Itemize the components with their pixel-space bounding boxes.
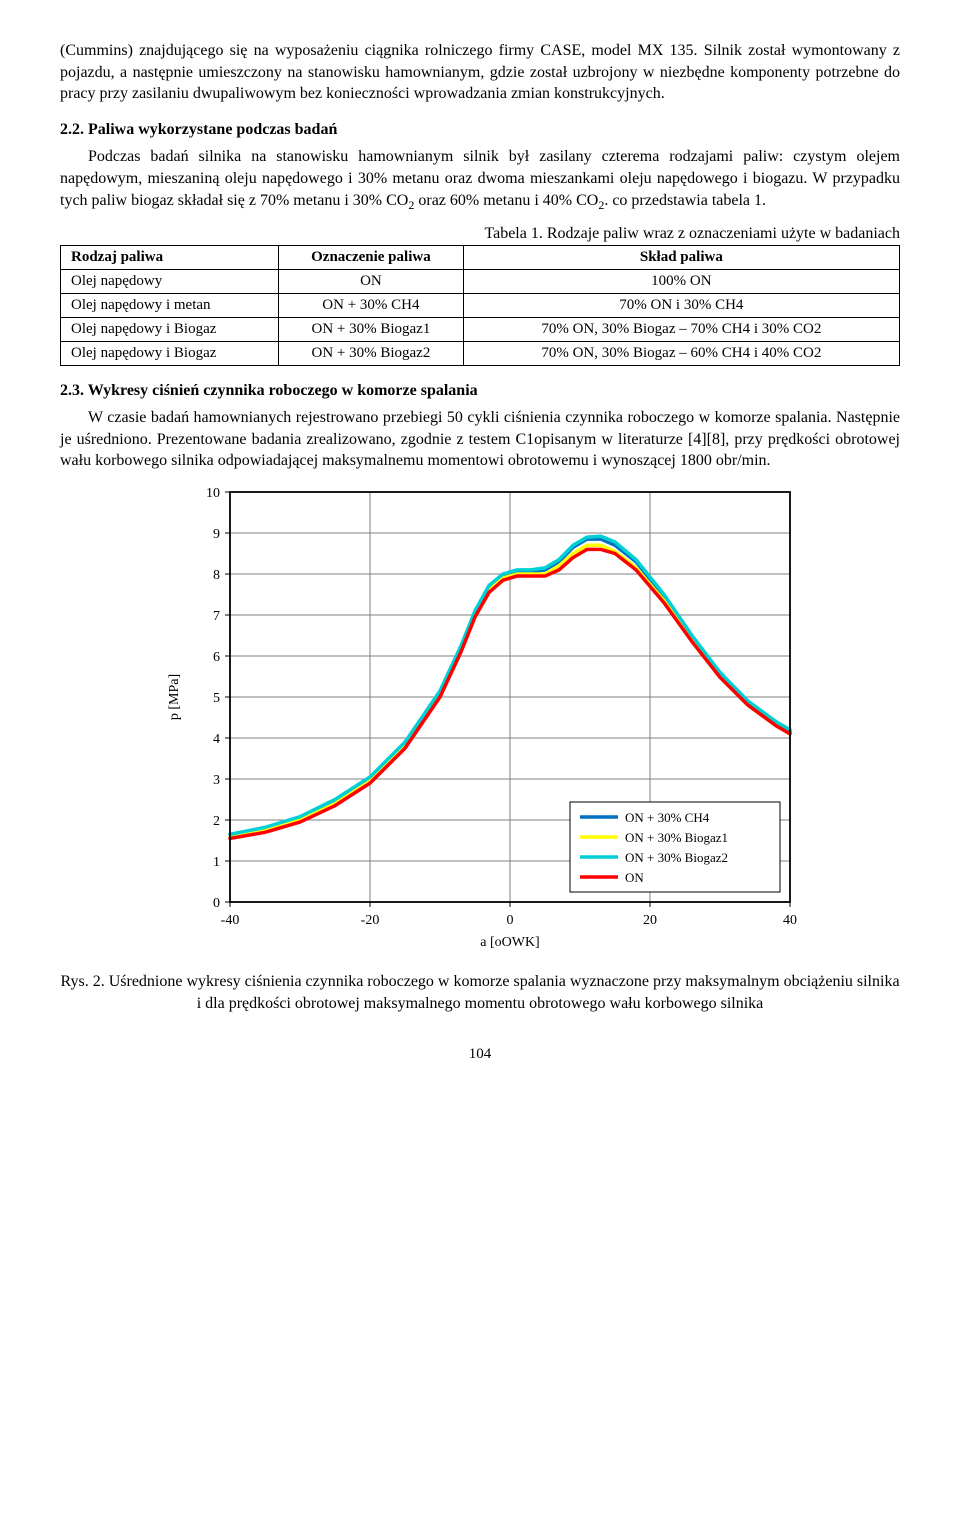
table-cell: Olej napędowy — [61, 269, 279, 293]
table-cell: ON + 30% CH4 — [279, 293, 464, 317]
table-row: Olej napędowyON100% ON — [61, 269, 900, 293]
th-1: Rodzaj paliwa — [61, 245, 279, 269]
svg-text:40: 40 — [783, 913, 797, 928]
table-cell: 70% ON, 30% Biogaz – 70% CH4 i 30% CO2 — [463, 317, 899, 341]
chart-svg: 0 1 2 3 4 5 6 7 8 9 10 -40 -20 0 20 40 a [oOWK] p [MPa] ON… — [160, 482, 800, 952]
table-row: Olej napędowy i BiogazON + 30% Biogaz170… — [61, 317, 900, 341]
paragraph-3: W czasie badań hamownianych rejestrowano… — [60, 407, 900, 472]
table-cell: ON + 30% Biogaz1 — [279, 317, 464, 341]
table-cell: Olej napędowy i metan — [61, 293, 279, 317]
section-2-3-title: 2.3. Wykresy ciśnień czynnika roboczego … — [60, 380, 900, 402]
svg-text:6: 6 — [213, 650, 220, 665]
th-3: Skład paliwa — [463, 245, 899, 269]
svg-text:ON + 30% Biogaz1: ON + 30% Biogaz1 — [625, 830, 728, 845]
table-cell: 100% ON — [463, 269, 899, 293]
svg-text:1: 1 — [213, 855, 220, 870]
table-cell: ON + 30% Biogaz2 — [279, 341, 464, 365]
table-header-row: Rodzaj paliwa Oznaczenie paliwa Skład pa… — [61, 245, 900, 269]
para-2c: . co przedstawia tabela 1. — [604, 192, 766, 209]
svg-text:a [oOWK]: a [oOWK] — [480, 935, 539, 950]
th-2: Oznaczenie paliwa — [279, 245, 464, 269]
svg-text:ON: ON — [625, 870, 644, 885]
svg-text:5: 5 — [213, 691, 220, 706]
table-cell: 70% ON i 30% CH4 — [463, 293, 899, 317]
svg-text:8: 8 — [213, 568, 220, 583]
svg-text:9: 9 — [213, 527, 220, 542]
page-number: 104 — [60, 1044, 900, 1064]
svg-text:p [MPa]: p [MPa] — [167, 674, 182, 720]
svg-text:3: 3 — [213, 773, 220, 788]
table-cell: 70% ON, 30% Biogaz – 60% CH4 i 40% CO2 — [463, 341, 899, 365]
paragraph-1: (Cummins) znajdującego się na wyposażeni… — [60, 40, 900, 105]
svg-text:0: 0 — [507, 913, 514, 928]
figure-caption: Rys. 2. Uśrednione wykresy ciśnienia czy… — [60, 971, 900, 1014]
table-cell: Olej napędowy i Biogaz — [61, 317, 279, 341]
table-row: Olej napędowy i metanON + 30% CH470% ON … — [61, 293, 900, 317]
para-2b: oraz 60% metanu i 40% CO — [414, 192, 598, 209]
svg-text:ON + 30% CH4: ON + 30% CH4 — [625, 810, 710, 825]
section-2-2-title: 2.2. Paliwa wykorzystane podczas badań — [60, 119, 900, 141]
paragraph-2: Podczas badań silnika na stanowisku hamo… — [60, 146, 900, 213]
svg-text:20: 20 — [643, 913, 657, 928]
svg-text:7: 7 — [213, 609, 220, 624]
svg-text:4: 4 — [213, 732, 220, 747]
svg-text:0: 0 — [213, 896, 220, 911]
table-caption: Tabela 1. Rodzaje paliw wraz z oznaczeni… — [60, 223, 900, 245]
svg-text:-20: -20 — [361, 913, 380, 928]
fuel-table: Rodzaj paliwa Oznaczenie paliwa Skład pa… — [60, 245, 900, 366]
svg-text:-40: -40 — [221, 913, 240, 928]
table-cell: ON — [279, 269, 464, 293]
table-row: Olej napędowy i BiogazON + 30% Biogaz270… — [61, 341, 900, 365]
svg-text:10: 10 — [206, 486, 220, 501]
pressure-chart: 0 1 2 3 4 5 6 7 8 9 10 -40 -20 0 20 40 a [oOWK] p [MPa] ON… — [160, 482, 800, 957]
svg-text:ON + 30% Biogaz2: ON + 30% Biogaz2 — [625, 850, 728, 865]
svg-text:2: 2 — [213, 814, 220, 829]
table-cell: Olej napędowy i Biogaz — [61, 341, 279, 365]
